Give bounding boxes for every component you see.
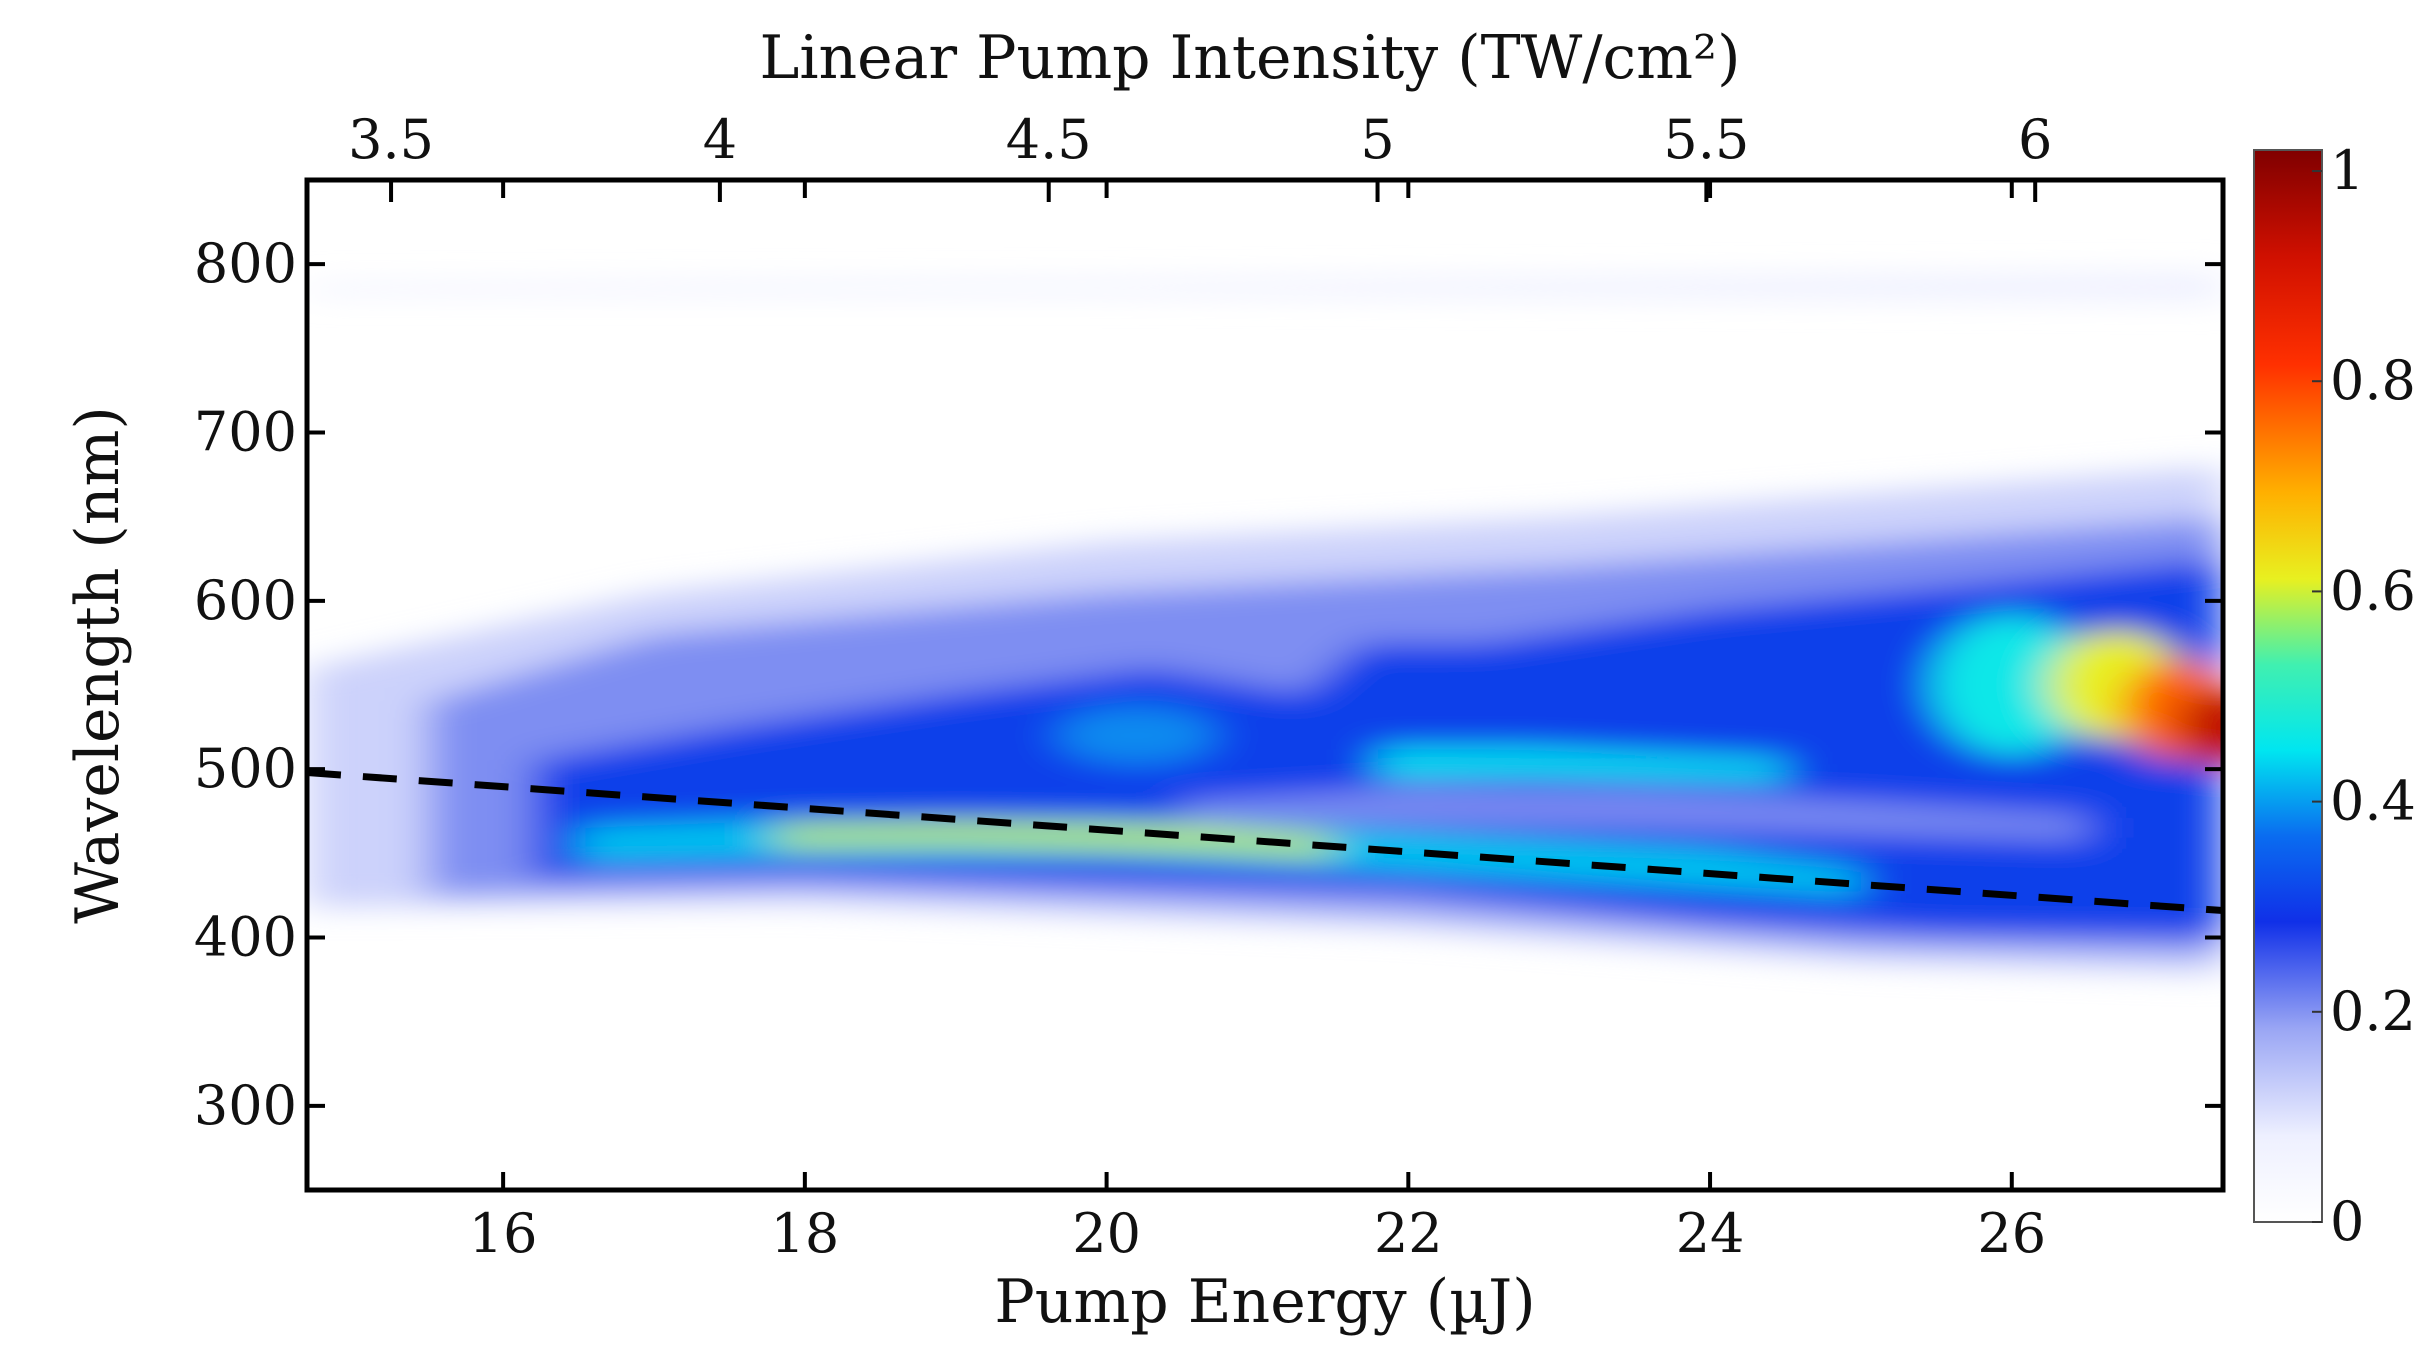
top-tick-label: 3.5 — [348, 108, 434, 171]
heat-red-right — [2178, 687, 2223, 768]
colorbar-tick-label: 0.2 — [2330, 980, 2416, 1043]
colorbar-axis: 0 0.2 0.4 0.6 0.8 1 — [2312, 139, 2416, 1253]
colorbar-tick-label: 0.8 — [2330, 349, 2416, 412]
y-axis: 300 400 500 600 700 800 — [194, 232, 2223, 1137]
x-axis-title: Pump Energy (µJ) — [994, 1267, 1535, 1337]
x-tick-label: 26 — [1977, 1202, 2046, 1265]
plot-frame — [304, 177, 2226, 1193]
top-tick-label: 6 — [2018, 108, 2052, 171]
heat-cyan-upper-left — [1056, 707, 1217, 764]
x-tick-label: 18 — [770, 1202, 839, 1265]
heat-cyan-right — [1931, 615, 2092, 755]
top-tick-label: 4 — [703, 108, 737, 171]
y-tick-label: 600 — [194, 569, 297, 632]
colorbar-tick-label: 0 — [2330, 1190, 2364, 1253]
x-tick-label: 22 — [1374, 1202, 1443, 1265]
y-axis-title: Wavelength (nm) — [63, 406, 133, 924]
heatmap-image — [307, 272, 2223, 975]
x-tick-label: 20 — [1072, 1202, 1141, 1265]
heat-line-785 — [307, 272, 2223, 302]
top-axis: 3.5 4 4.5 5 5.5 6 — [348, 108, 2052, 202]
top-tick-label: 5 — [1360, 108, 1394, 171]
x-axis: 16 18 20 22 24 26 — [469, 180, 2046, 1265]
colorbar-tick-label: 0.6 — [2330, 559, 2416, 622]
dashed-fit-line — [307, 769, 2223, 915]
y-tick-label: 500 — [194, 737, 297, 800]
colorbar — [2253, 149, 2323, 1223]
x-tick-label: 24 — [1676, 1202, 1745, 1265]
heat-gap — [1182, 789, 2088, 840]
top-tick-label: 5.5 — [1663, 108, 1749, 171]
y-tick-label: 300 — [194, 1074, 297, 1137]
x-tick-label: 16 — [469, 1202, 538, 1265]
y-tick-label: 400 — [194, 906, 297, 969]
y-tick-label: 700 — [194, 401, 297, 464]
heat-lower-yellow — [774, 823, 1333, 857]
heat-upper-cyan — [1378, 749, 1786, 781]
top-axis-title: Linear Pump Intensity (TW/cm²) — [759, 23, 1740, 93]
y-tick-label: 800 — [194, 232, 297, 295]
colorbar-tick-label: 1 — [2330, 139, 2364, 202]
colorbar-tick-label: 0.4 — [2330, 770, 2416, 833]
top-tick-label: 4.5 — [1006, 108, 1092, 171]
